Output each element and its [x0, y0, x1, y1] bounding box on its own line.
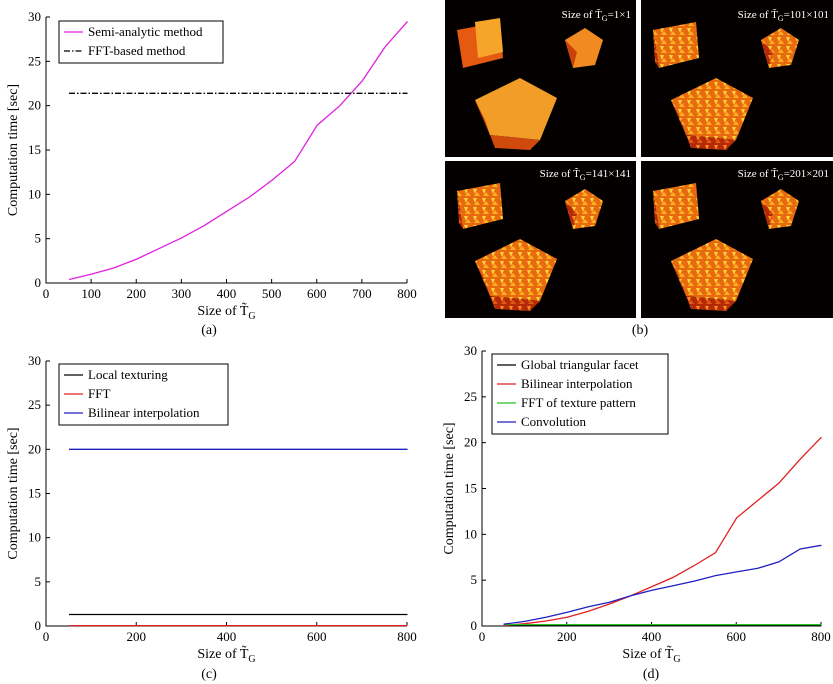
legend-box	[491, 353, 669, 435]
y-tick-label: 10	[28, 186, 41, 201]
legend-label: Local texturing	[88, 367, 168, 382]
legend-label: Convolution	[521, 414, 587, 429]
legend-box	[58, 363, 229, 426]
x-tick-label: 800	[397, 629, 417, 644]
y-tick-label: 0	[35, 275, 42, 290]
y-tick-label: 0	[35, 618, 42, 633]
y-tick-label: 25	[464, 389, 477, 404]
y-axis-title: Computation time [sec]	[6, 84, 21, 216]
x-tick-label: 0	[479, 629, 486, 644]
legend-label: FFT-based method	[88, 43, 186, 58]
x-tick-label: 600	[307, 629, 327, 644]
y-tick-label: 5	[35, 574, 42, 589]
legend-label: Bilinear interpolation	[521, 376, 633, 391]
x-tick-label: 800	[397, 286, 417, 301]
caption-a: (a)	[201, 323, 217, 338]
y-tick-label: 5	[471, 572, 478, 587]
y-tick-label: 15	[464, 481, 477, 496]
box-1-top	[475, 18, 503, 58]
chart-c: 0 200 400 600 800 0 5 10 15 20 25 30 Size of T̃G Comp…	[6, 353, 417, 665]
render-label-2: Size of T̃G=101×101	[738, 8, 829, 23]
y-tick-label: 5	[35, 231, 42, 246]
render-label-1: Size of T̃G=1×1	[562, 8, 631, 23]
y-tick-label: 30	[464, 343, 477, 358]
x-tick-label: 300	[172, 286, 192, 301]
chart-a: 0 100 200 300 400 500 600 700 800 0 5 10 15 20 25 30 Siz…	[6, 9, 417, 322]
rendered-images: Size of T̃G=1×1 Size of T̃G=101×101 Size…	[445, 0, 833, 318]
render-label-3: Size of T̃G=141×141	[540, 167, 631, 182]
y-tick-label: 15	[28, 142, 41, 157]
legend-box	[58, 20, 224, 64]
x-tick-label: 400	[217, 629, 237, 644]
render-panel-2	[641, 0, 833, 157]
x-axis-title: Size of T̃G	[197, 645, 255, 665]
y-tick-label: 20	[28, 441, 41, 456]
series-line-1	[503, 436, 822, 627]
y-tick-label: 30	[28, 353, 41, 368]
x-tick-label: 0	[43, 286, 50, 301]
y-tick-label: 30	[28, 9, 41, 24]
x-tick-label: 600	[307, 286, 327, 301]
y-tick-label: 10	[464, 526, 477, 541]
x-tick-label: 400	[217, 286, 237, 301]
x-axis-title: Size of T̃G	[197, 302, 255, 322]
x-tick-label: 0	[43, 629, 50, 644]
x-axis-title: Size of T̃G	[622, 645, 680, 665]
caption-c: (c)	[201, 667, 217, 682]
y-axis-title: Computation time [sec]	[6, 427, 21, 559]
legend-label: Semi-analytic method	[88, 24, 203, 39]
x-tick-label: 200	[127, 286, 147, 301]
render-panel-1	[445, 0, 636, 157]
x-tick-label: 100	[81, 286, 101, 301]
y-tick-label: 25	[28, 397, 41, 412]
y-tick-label: 15	[28, 486, 41, 501]
x-tick-label: 500	[262, 286, 282, 301]
series-line-3	[503, 544, 822, 625]
caption-d: (d)	[643, 667, 660, 682]
chart-d: 0 200 400 600 800 0 5 10 15 20 25 30 Size of T̃G Comp…	[442, 343, 831, 665]
y-tick-label: 25	[28, 53, 41, 68]
legend-label: Global triangular facet	[521, 357, 639, 372]
y-axis-title: Computation time [sec]	[442, 422, 457, 554]
render-panel-4	[641, 161, 833, 318]
y-tick-label: 20	[464, 435, 477, 450]
legend-label: FFT	[88, 386, 110, 401]
x-tick-label: 800	[811, 629, 831, 644]
y-tick-label: 0	[471, 618, 478, 633]
caption-b: (b)	[632, 323, 649, 338]
y-tick-label: 20	[28, 98, 41, 113]
render-label-4: Size of T̃G=201×201	[738, 167, 829, 182]
y-tick-label: 10	[28, 530, 41, 545]
x-tick-label: 700	[352, 286, 372, 301]
x-tick-label: 400	[642, 629, 662, 644]
x-tick-label: 200	[127, 629, 147, 644]
x-tick-label: 600	[727, 629, 747, 644]
render-panel-3	[445, 161, 636, 318]
legend-label: Bilinear interpolation	[88, 405, 200, 420]
box-3	[475, 78, 557, 140]
x-tick-label: 200	[557, 629, 577, 644]
legend-label: FFT of texture pattern	[521, 395, 636, 410]
series-line-0	[68, 20, 408, 281]
